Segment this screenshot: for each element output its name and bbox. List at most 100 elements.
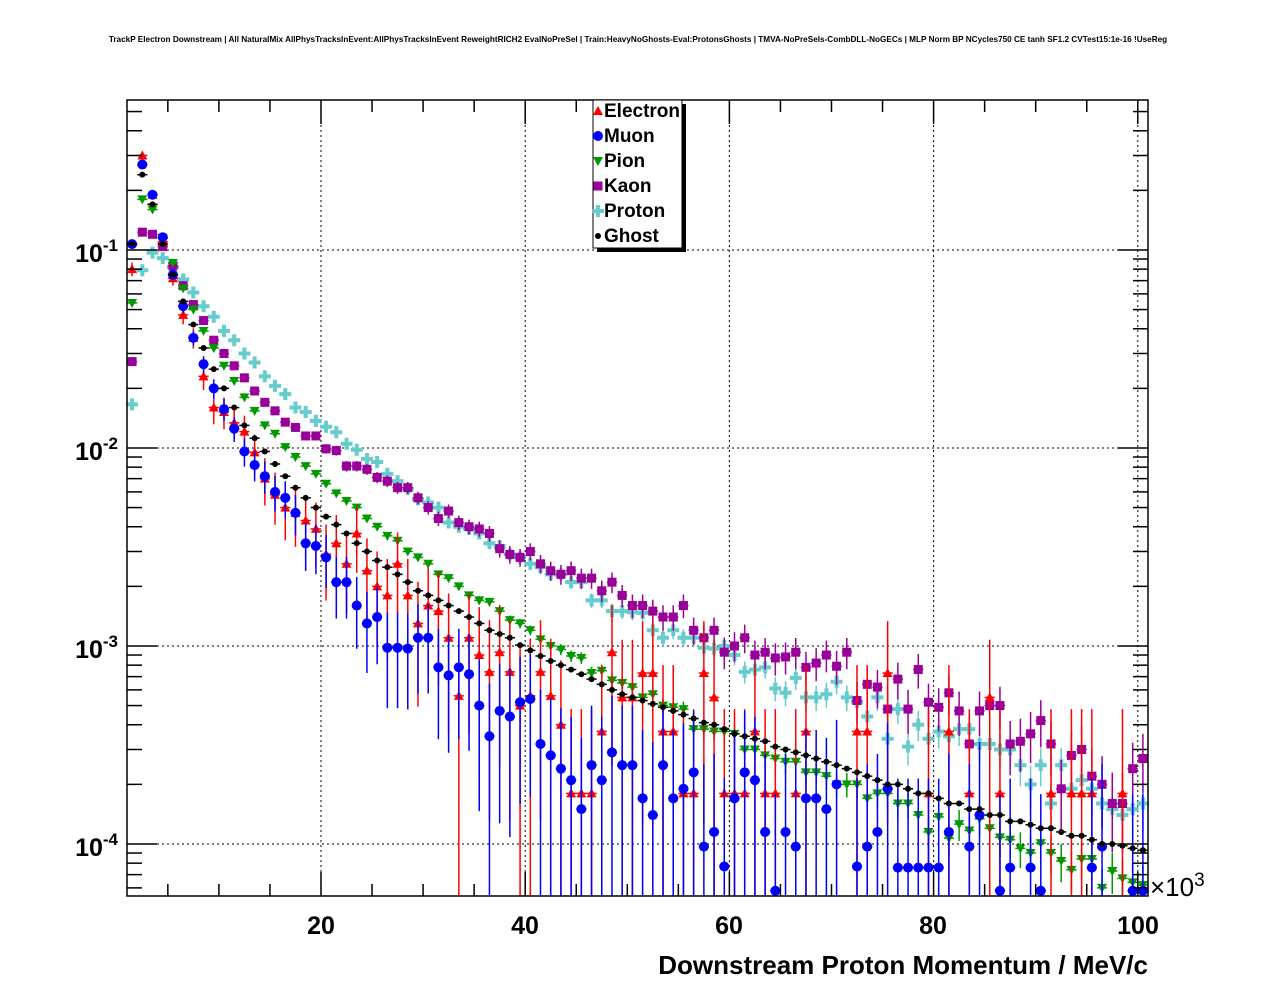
data-point — [239, 373, 249, 383]
data-point — [200, 344, 207, 351]
data-point — [197, 300, 210, 313]
data-point — [187, 286, 200, 299]
data-point — [1139, 847, 1146, 854]
data-point — [342, 461, 352, 471]
data-point — [535, 738, 546, 749]
data-point — [384, 564, 391, 571]
data-point — [483, 537, 496, 550]
x-tick-label: 20 — [307, 912, 335, 940]
data-point — [525, 546, 535, 556]
data-point — [892, 862, 903, 873]
data-point — [270, 486, 281, 497]
data-point — [228, 334, 241, 347]
x-tick-label: 100 — [1117, 912, 1159, 940]
data-point — [188, 300, 198, 310]
data-point — [698, 668, 709, 678]
data-point — [854, 769, 861, 776]
data-point — [882, 668, 893, 678]
data-point — [484, 528, 494, 538]
data-point — [433, 514, 443, 524]
data-point — [660, 704, 667, 711]
data-point — [576, 804, 587, 815]
data-point — [700, 719, 707, 726]
data-point — [678, 783, 689, 794]
legend-label-kaon: Kaon — [604, 176, 652, 197]
series-proton — [126, 246, 1149, 845]
data-point — [454, 518, 464, 528]
data-point — [680, 711, 687, 718]
data-point — [862, 726, 873, 736]
data-point — [935, 795, 942, 802]
data-point — [1048, 825, 1055, 832]
data-point — [444, 506, 454, 516]
data-point — [360, 452, 373, 465]
data-point — [391, 475, 404, 488]
data-point — [126, 398, 139, 411]
data-point — [905, 785, 912, 792]
data-point — [455, 608, 462, 615]
data-point — [606, 747, 617, 758]
data-point — [811, 658, 821, 668]
data-point — [137, 227, 147, 237]
data-point — [1066, 788, 1077, 798]
data-point — [127, 357, 137, 367]
data-point — [517, 642, 524, 649]
data-point — [504, 711, 515, 722]
data-point — [353, 540, 360, 547]
data-point — [280, 417, 290, 427]
legend-marker-muon — [593, 131, 603, 141]
data-point — [588, 676, 595, 683]
data-point — [371, 455, 384, 468]
data-point — [229, 376, 240, 386]
data-point — [780, 826, 791, 837]
data-point — [310, 469, 321, 479]
data-point — [341, 577, 352, 588]
data-point — [770, 788, 781, 798]
data-point — [627, 760, 638, 771]
data-point — [740, 633, 750, 643]
data-point — [218, 361, 229, 371]
data-point — [891, 703, 904, 716]
data-point — [821, 804, 832, 815]
data-point — [1035, 885, 1046, 896]
data-point — [208, 343, 219, 353]
data-point — [474, 596, 485, 606]
data-point — [1109, 840, 1116, 847]
data-point — [372, 472, 382, 482]
data-point — [423, 559, 434, 569]
data-point — [372, 612, 383, 623]
data-point — [638, 601, 648, 611]
data-point — [423, 503, 433, 513]
data-point — [301, 431, 311, 441]
data-point — [843, 765, 850, 772]
data-point — [606, 647, 617, 657]
data-point — [156, 252, 169, 265]
data-point — [1025, 862, 1036, 873]
data-point — [915, 790, 922, 797]
data-point — [627, 601, 637, 611]
data-point — [382, 476, 392, 486]
data-point — [382, 531, 393, 541]
data-point — [474, 700, 485, 711]
legend-marker-kaon — [593, 181, 603, 191]
data-point — [525, 693, 536, 704]
data-point — [309, 414, 322, 427]
data-point — [321, 479, 332, 489]
data-point — [1007, 818, 1014, 825]
data-point — [996, 812, 1003, 819]
data-point — [159, 241, 166, 248]
data-point — [404, 579, 411, 586]
data-point — [270, 429, 281, 439]
data-point — [568, 666, 575, 673]
data-point — [792, 749, 799, 756]
data-point — [331, 577, 342, 588]
data-point — [280, 492, 291, 503]
legend: Electron Muon Pion Kaon Proton Ghost — [592, 99, 686, 252]
data-point — [585, 594, 598, 607]
data-point — [251, 435, 258, 442]
data-point — [913, 862, 924, 873]
data-point — [443, 670, 454, 681]
data-point — [616, 605, 629, 618]
data-point — [147, 205, 158, 215]
